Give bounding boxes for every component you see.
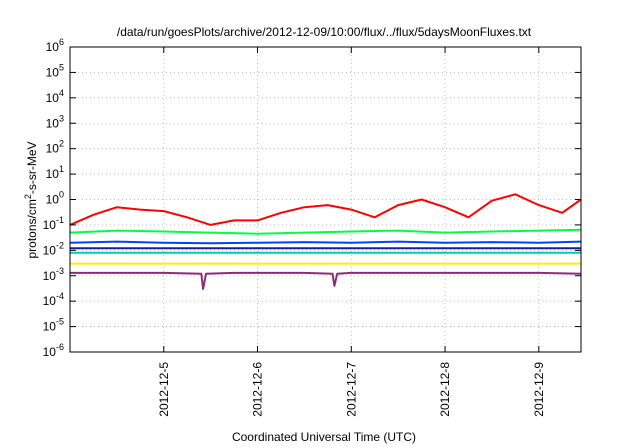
y-tick-exponent: 3 [59,113,64,123]
y-tick-label: 101 [46,164,64,181]
series-line [69,193,582,226]
y-axis-title: protons/cm2-s-sr-MeV [23,141,39,258]
y-tick-label: 103 [46,113,64,130]
series-line [69,228,582,235]
y-tick-label: 10-2 [43,240,64,257]
y-tick-label: 10-6 [43,342,64,359]
y-tick-base: 10 [43,294,57,308]
y-tick-exponent: 2 [59,139,64,149]
y-tick-base: 10 [43,345,57,359]
y-tick-exponent: 0 [59,190,64,200]
y-axis: 10-610-510-410-310-210-11001011021031041… [43,37,581,359]
x-tick-label: 2012-12-8 [438,362,452,417]
x-axis: 2012-12-5 2012-12-6 2012-12-7 2012-12-8 2012… [157,47,546,417]
y-tick-label: 10-5 [43,317,64,334]
y-tick-exponent: -3 [56,266,64,276]
y-tick-exponent: -2 [56,240,64,250]
y-tick-label: 10-4 [43,291,64,308]
series-lines [69,193,582,290]
y-tick-base: 10 [43,243,57,257]
y-tick-base: 10 [46,142,60,156]
y-tick-label: 10-3 [43,266,64,283]
y-tick-label: 106 [46,37,64,54]
x-tick-label: 2012-12-6 [251,362,265,417]
y-tick-exponent: -4 [56,291,64,301]
y-tick-base: 10 [43,218,57,232]
y-axis-title-base: protons/cm [25,199,39,258]
y-tick-exponent: -5 [56,317,64,327]
y-tick-base: 10 [46,65,60,79]
x-tick-label: 2012-12-9 [532,362,546,417]
y-axis-title-exponent: 2 [23,194,33,199]
y-tick-base: 10 [43,320,57,334]
y-tick-exponent: 6 [59,37,64,47]
x-tick-label: 2012-12-5 [157,362,171,417]
y-tick-label: 102 [46,139,64,156]
y-tick-base: 10 [46,40,60,54]
series-line [69,240,582,245]
x-axis-title: Coordinated Universal Time (UTC) [232,430,416,444]
y-tick-label: 10-1 [43,215,64,232]
x-tick-label: 2012-12-7 [344,362,358,417]
y-axis-title-suffix: -s-sr-MeV [25,141,39,194]
y-tick-exponent: 4 [59,88,64,98]
y-tick-base: 10 [43,269,57,283]
y-tick-label: 100 [46,190,64,207]
y-tick-label: 105 [46,62,64,79]
y-tick-exponent: -6 [56,342,64,352]
y-tick-base: 10 [46,116,60,130]
y-tick-exponent: 5 [59,62,64,72]
y-tick-base: 10 [46,167,60,181]
series-line [70,271,582,290]
grid-lines [70,47,581,352]
y-tick-base: 10 [46,193,60,207]
y-tick-base: 10 [46,91,60,105]
y-tick-label: 104 [46,88,64,105]
y-tick-exponent: -1 [56,215,64,225]
y-tick-exponent: 1 [59,164,64,174]
chart-title: /data/run/goesPlots/archive/2012-12-09/1… [117,25,532,39]
